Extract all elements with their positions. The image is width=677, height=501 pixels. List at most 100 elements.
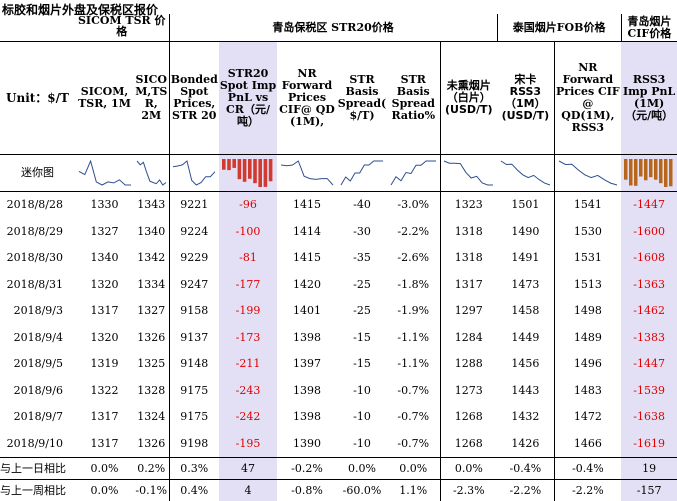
summary-imp: 4: [219, 480, 277, 501]
cell-sicom2: 1328: [134, 378, 169, 405]
cell-smoked: 1318: [440, 219, 497, 246]
cell-sicom1: 1320: [75, 325, 134, 352]
cell-ratio: -2.6%: [387, 245, 440, 272]
cell-nr: 1390: [277, 431, 337, 458]
cell-smoked: 1284: [440, 325, 497, 352]
cell-cif: 1541: [554, 192, 621, 219]
songka-rss3-header: 宋卡 RSS3（1M）(USD/T): [497, 42, 554, 155]
cell-date: 2018/8/30: [0, 245, 75, 272]
cell-sicom2: 1326: [134, 325, 169, 352]
cell-ratio: -0.7%: [387, 378, 440, 405]
cell-imp: -81: [219, 245, 277, 272]
group-sicom: SICOM TSR 价格: [75, 14, 169, 42]
cell-nr: 1401: [277, 298, 337, 325]
cell-cif: 1466: [554, 431, 621, 458]
cell-songka: 1490: [497, 219, 554, 246]
cell-songka: 1456: [497, 351, 554, 378]
sparkline-cif-chart: [557, 158, 619, 188]
summary-smoked: -2.3%: [440, 480, 497, 501]
sparkline-smoked-chart: [442, 158, 495, 188]
cell-songka: 1426: [497, 431, 554, 458]
price-table: SICOM TSR 价格 青岛保税区 STR20价格 泰国烟片FOB价格 青岛烟…: [0, 14, 677, 501]
cell-imp: -100: [219, 219, 277, 246]
cell-sicom2: 1340: [134, 219, 169, 246]
cell-songka: 1458: [497, 298, 554, 325]
sparkline-row: 迷你图: [0, 155, 677, 192]
sparkline-ratio-line: [391, 161, 436, 185]
cell-sicom1: 1320: [75, 272, 134, 299]
cell-rss3: -1447: [621, 192, 677, 219]
cell-imp: -211: [219, 351, 277, 378]
sparkline-rss3-bar: [664, 159, 668, 187]
sparkline-songka: [497, 155, 554, 192]
imp-pnl-header: STR20 Spot Imp PnL vs CR（元/吨）: [219, 42, 277, 155]
cell-sicom2: 1324: [134, 404, 169, 431]
summary-bonded: 0.3%: [169, 458, 219, 480]
basis-spread-header: STR Basis Spread( $/T): [337, 42, 387, 155]
cell-rss3: -1619: [621, 431, 677, 458]
sparkline-sicom2: [134, 155, 169, 192]
cell-nr: 1398: [277, 325, 337, 352]
summary-sicom1: 0.0%: [75, 458, 134, 480]
cell-spread: -35: [337, 245, 387, 272]
cell-imp: -96: [219, 192, 277, 219]
cell-sicom1: 1322: [75, 378, 134, 405]
cell-bonded: 9229: [169, 245, 219, 272]
sparkline-ratio: [387, 155, 440, 192]
cell-date: 2018/8/28: [0, 192, 75, 219]
cell-nr: 1398: [277, 378, 337, 405]
cell-bonded: 9175: [169, 404, 219, 431]
cell-bonded: 9224: [169, 219, 219, 246]
group-thai: 泰国烟片FOB价格: [497, 14, 621, 42]
cell-date: 2018/9/6: [0, 378, 75, 405]
cell-sicom1: 1317: [75, 404, 134, 431]
group-blank: [0, 14, 75, 42]
column-header-row: Unit：$/T SICOM, TSR, 1M SICO M,TS R, 2M …: [0, 42, 677, 155]
cell-sicom1: 1317: [75, 431, 134, 458]
cell-imp: -199: [219, 298, 277, 325]
cell-rss3: -1447: [621, 351, 677, 378]
nr-forward-header: NR Forward Prices CIF@ QD (1M),: [277, 42, 337, 155]
cell-bonded: 9148: [169, 351, 219, 378]
sparkline-ratio-chart: [389, 158, 438, 188]
sparkline-imp-bar: [222, 159, 226, 170]
summary-sicom2: -0.1%: [134, 480, 169, 501]
cell-nr: 1415: [277, 192, 337, 219]
summary-rss3: 19: [621, 458, 677, 480]
cell-rss3: -1462: [621, 298, 677, 325]
sparkline-bonded-chart: [171, 158, 217, 188]
cell-imp: -195: [219, 431, 277, 458]
summary-label: 与上一周相比: [0, 480, 75, 501]
sparkline-nr-chart: [279, 158, 335, 188]
cell-date: 2018/9/10: [0, 431, 75, 458]
cell-smoked: 1273: [440, 378, 497, 405]
cell-sicom2: 1326: [134, 431, 169, 458]
cell-spread: -10: [337, 378, 387, 405]
sparkline-imp-bar: [264, 159, 268, 187]
cell-bonded: 9158: [169, 298, 219, 325]
cell-smoked: 1297: [440, 298, 497, 325]
cell-songka: 1501: [497, 192, 554, 219]
cell-spread: -25: [337, 298, 387, 325]
cell-smoked: 1268: [440, 431, 497, 458]
summary-rss3: -157: [621, 480, 677, 501]
cell-nr: 1415: [277, 245, 337, 272]
group-cif: 青岛烟片CIF价格: [621, 14, 677, 42]
cell-smoked: 1317: [440, 272, 497, 299]
cell-spread: -10: [337, 404, 387, 431]
cell-nr: 1397: [277, 351, 337, 378]
cell-date: 2018/9/5: [0, 351, 75, 378]
cell-bonded: 9137: [169, 325, 219, 352]
cell-songka: 1473: [497, 272, 554, 299]
summary-spread: 0.0%: [337, 458, 387, 480]
cell-songka: 1443: [497, 378, 554, 405]
cell-bonded: 9175: [169, 378, 219, 405]
bonded-header: Bonded Spot Prices, STR 20: [169, 42, 219, 155]
cell-imp: -173: [219, 325, 277, 352]
sparkline-imp-bar: [248, 159, 252, 179]
